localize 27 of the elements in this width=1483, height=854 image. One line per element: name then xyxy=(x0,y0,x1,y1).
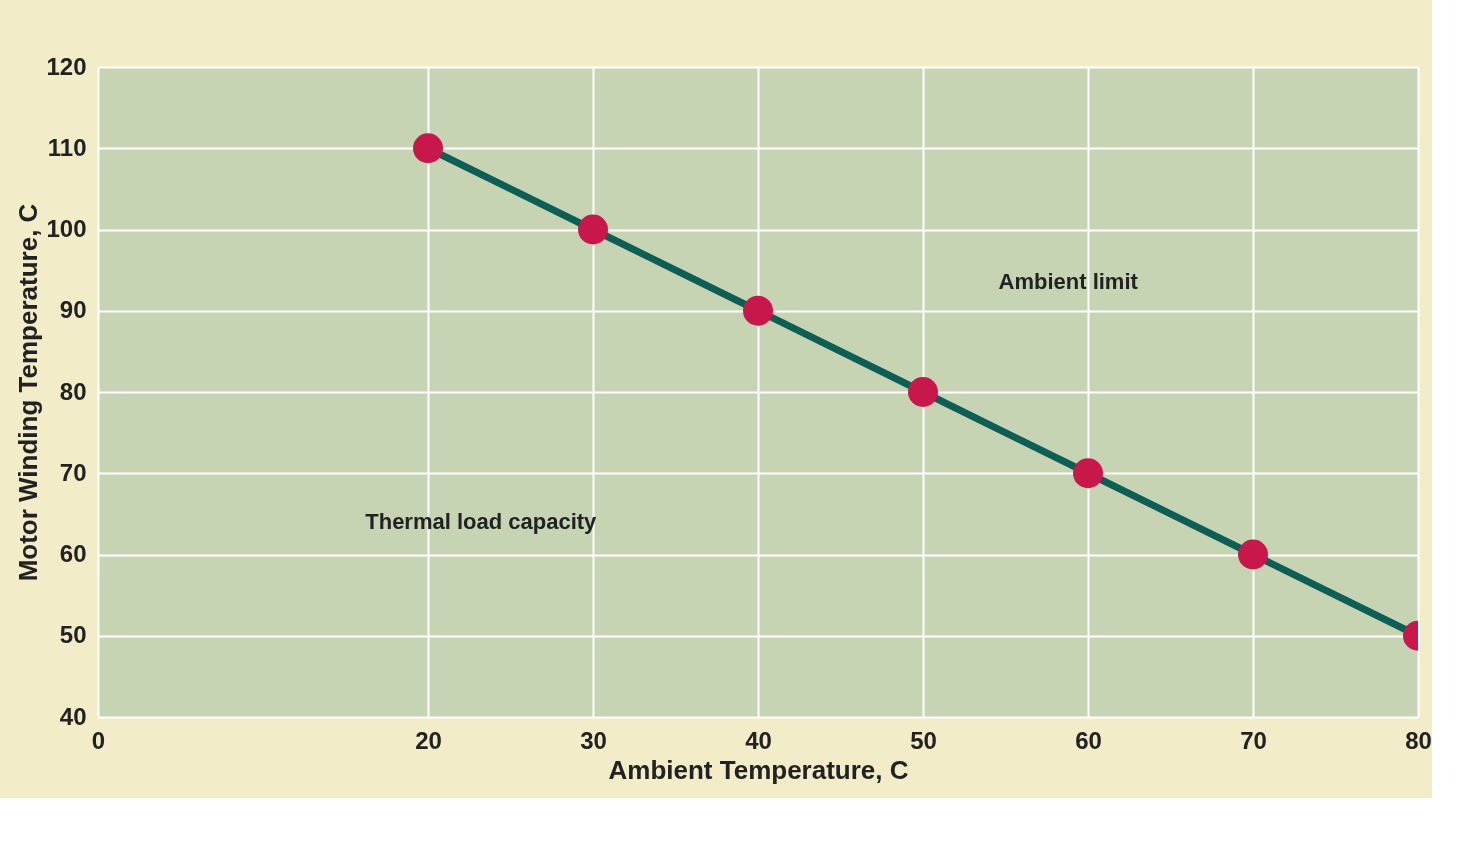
y-tick-label: 40 xyxy=(59,702,87,730)
x-tick-label: 0 xyxy=(91,726,106,754)
x-tick-label: 60 xyxy=(1075,726,1102,754)
x-axis-title: Ambient Temperature, C xyxy=(608,754,909,785)
y-tick-label: 80 xyxy=(59,377,87,405)
x-tick-label: 50 xyxy=(910,726,937,754)
point xyxy=(743,295,773,326)
y-tick-label: 90 xyxy=(59,296,87,324)
x-tick-label: 20 xyxy=(415,726,442,754)
y-tick-label: 110 xyxy=(47,133,87,161)
x-tick-label: 80 xyxy=(1405,726,1432,754)
point xyxy=(578,214,608,245)
point xyxy=(908,377,938,407)
y-axis-title: Motor Winding Temperature, C xyxy=(13,203,44,582)
y-tick-label: 120 xyxy=(46,52,87,80)
y-tick-label: 70 xyxy=(59,458,87,486)
x-tick-label: 70 xyxy=(1240,726,1267,754)
annotation: Thermal load capacity xyxy=(365,509,598,534)
y-tick-label: 50 xyxy=(59,621,87,649)
annotation: Ambient limit xyxy=(998,268,1139,294)
x-tick-label: 30 xyxy=(580,726,607,754)
point xyxy=(1073,458,1103,489)
y-tick-label: 100 xyxy=(46,215,87,242)
point xyxy=(1238,539,1268,570)
y-tick-label: 60 xyxy=(59,540,87,567)
point xyxy=(413,133,443,164)
x-tick-label: 40 xyxy=(745,726,772,754)
